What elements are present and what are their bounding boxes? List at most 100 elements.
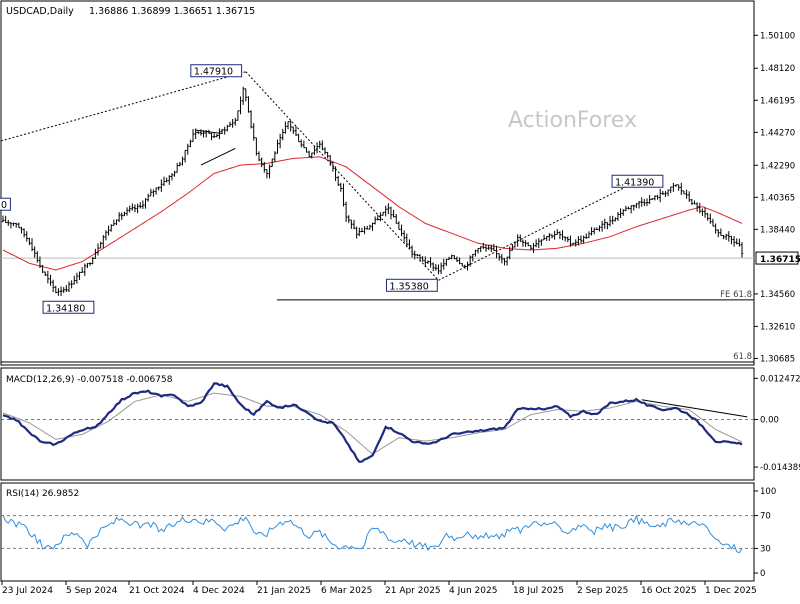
price-candle [249,110,253,129]
price-candle [706,213,709,221]
price-candle [738,238,741,247]
price-candle [556,229,559,236]
price-candle [244,88,248,102]
price-candle [569,235,572,247]
price-candle [141,200,145,209]
annotation-label-left-box [0,197,11,211]
price-candle [260,157,263,168]
price-candle [392,209,395,218]
price-candle [680,182,683,195]
price-candle [574,239,577,247]
price-candle [622,209,625,216]
price-candle [123,211,126,217]
price-candle [73,275,76,285]
price-candle [168,175,171,185]
price-candle [305,147,308,153]
watermark: ActionForex [508,108,637,133]
price-candle [484,244,488,252]
price-candle [297,133,300,143]
price-candle [677,184,680,191]
price-candle [371,222,374,231]
price-candle [717,229,720,238]
price-candle [476,247,480,254]
price-candle [102,235,105,249]
price-candle [453,255,456,260]
annotation-label-1-47910: 1.47910 [194,67,233,78]
price-candle [350,219,353,229]
price-candle [91,256,94,265]
price-candle [189,139,192,148]
macd-panel [0,367,755,481]
price-candle [17,222,21,229]
price-candle [474,249,477,257]
trend-dashed-line [438,179,640,281]
price-candle [447,256,451,260]
price-candle [614,217,617,222]
price-candle [656,194,659,200]
price-candle [236,110,240,121]
price-candle [41,264,44,273]
price-candle [263,161,266,173]
price-candle [685,189,688,199]
price-candle [661,190,665,195]
price-candle [373,216,377,225]
price-candle [600,220,604,232]
price-candle [310,152,313,159]
price-tick-label: 1.36715 [760,255,800,265]
x-tick-label: 1 Dec 2025 [705,586,757,596]
price-candle [210,132,213,141]
price-candle [146,193,150,202]
price-candle [424,256,427,268]
price-candle [695,202,699,212]
price-candle [732,236,736,247]
price-candle [598,225,601,232]
price-candle [527,242,530,247]
price-candle [139,202,142,209]
price-candle [653,195,657,201]
price-candle [160,179,163,192]
price-candle [99,241,102,249]
price-candle [587,231,591,239]
price-candle [664,191,667,197]
price-candle [44,271,47,277]
price-candle [487,244,490,250]
price-candle [234,117,237,126]
price-candle [165,177,168,183]
price-candle [94,248,97,259]
price-candle [637,200,641,209]
price-candle [495,245,498,259]
price-candle [281,128,284,141]
price-candle [669,186,672,194]
price-candle [154,187,158,195]
x-tick-label: 21 Jan 2025 [257,586,311,596]
price-candle [558,231,562,240]
price-candle [608,215,612,227]
price-candle [197,131,200,135]
price-candle [545,235,548,242]
x-tick-label: 23 Jul 2024 [2,586,53,596]
price-candle [389,206,393,220]
price-candle [416,253,419,257]
price-candle [735,238,738,245]
price-candle [632,204,635,211]
price-candle [703,207,707,218]
price-candle [22,228,26,238]
x-tick-label: 16 Oct 2025 [641,586,697,596]
price-candle [88,262,92,266]
rsi-tick-label: 70 [760,512,771,522]
macd-tick-label: -0.014389 [760,463,800,473]
rsi-tick-label: 100 [760,487,776,497]
price-candle [284,121,287,134]
price-candle [711,218,715,227]
price-candle [698,202,701,214]
price-candle [458,257,461,265]
price-tick-label: 1.48120 [760,64,795,74]
price-candle [492,244,496,251]
price-candle [265,169,269,179]
price-candle [616,211,620,221]
price-candle [215,134,218,138]
price-candle [347,215,350,224]
price-candle [421,256,424,262]
price-candle [67,281,71,293]
